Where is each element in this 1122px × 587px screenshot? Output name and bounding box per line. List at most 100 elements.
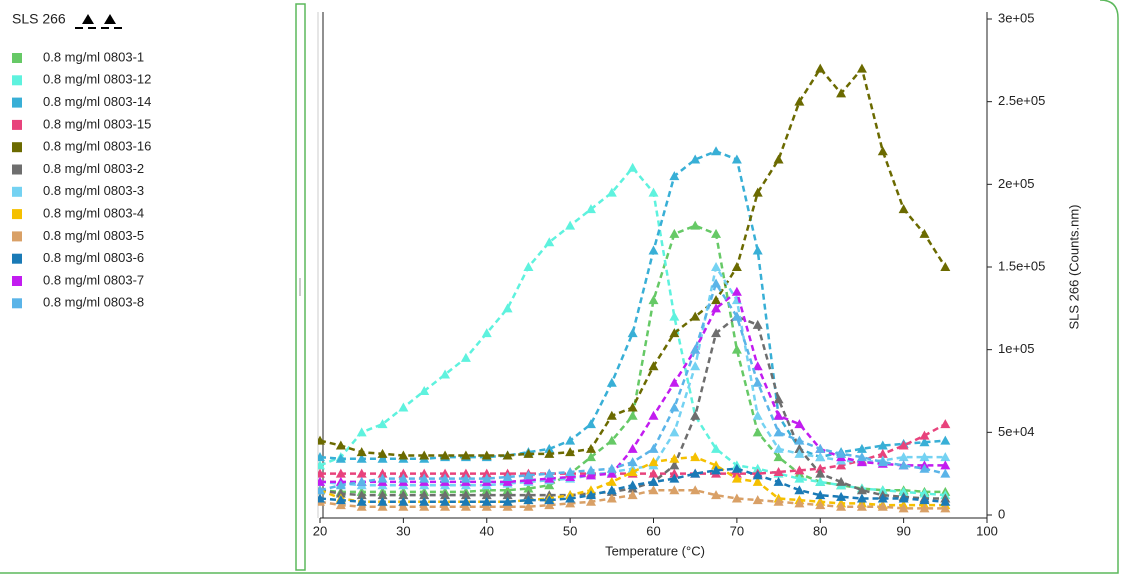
marker [752,377,763,387]
marker [398,450,409,460]
legend-label: 0.8 mg/ml 0803-2 [43,161,144,176]
marker [919,228,930,238]
y-tick-label: 5e+04 [998,424,1035,439]
marker [669,228,680,238]
marker [669,171,680,181]
x-axis-label: Temperature (°C) [605,543,705,558]
marker [523,501,534,511]
marker [440,490,451,500]
marker [481,473,492,483]
marker [565,220,576,230]
marker [794,419,805,429]
legend-label: 0.8 mg/ml 0803-6 [43,250,144,265]
marker [669,468,680,478]
marker [606,435,617,445]
marker [898,493,909,503]
marker [523,483,534,493]
marker [711,262,722,271]
marker [731,473,742,483]
marker [711,295,722,305]
marker [690,311,701,321]
marker [335,488,346,498]
marker [669,485,680,495]
marker [919,463,930,473]
marker [648,410,659,420]
marker [669,453,680,463]
marker [752,245,763,255]
marker [481,485,492,495]
marker [502,485,513,495]
marker [585,490,596,500]
marker [585,485,596,495]
marker [356,427,367,437]
marker [544,495,555,505]
marker [440,473,451,483]
x-tick-label: 90 [896,523,910,538]
marker [648,457,659,467]
marker [585,419,596,429]
x-tick-label: 40 [480,523,494,538]
x-tick-label: 60 [646,523,660,538]
marker [815,452,826,462]
marker [335,500,346,510]
marker [523,490,534,500]
marker [752,470,763,480]
marker [544,237,555,247]
marker [669,402,680,412]
marker [377,468,388,478]
marker [940,460,951,470]
marker [940,419,951,429]
marker [460,496,471,506]
marker [648,476,659,486]
marker [898,503,909,513]
marker [669,311,680,321]
marker [318,460,325,470]
marker [731,262,742,271]
marker [335,440,346,450]
x-tick-label: 80 [813,523,827,538]
x-tick-label: 30 [396,523,410,538]
marker [773,452,784,462]
marker [627,443,638,453]
marker [398,501,409,511]
marker [856,501,867,511]
marker [481,501,492,511]
marker [318,435,325,445]
x-tick-label: 70 [730,523,744,538]
marker [648,361,659,371]
legend-label: 0.8 mg/ml 0803-3 [43,183,144,198]
marker [419,468,430,478]
legend-label: 0.8 mg/ml 0803-7 [43,272,144,287]
marker [731,468,742,478]
splitter[interactable] [295,3,306,571]
marker [731,344,742,354]
marker [377,419,388,429]
series [318,485,951,513]
marker [377,453,388,463]
marker [523,470,534,480]
marker [648,468,659,478]
marker [856,443,867,453]
legend-label: 0.8 mg/ml 0803-5 [43,228,144,243]
marker [481,468,492,478]
marker [377,448,388,458]
marker [544,448,555,458]
marker [565,498,576,508]
series [318,278,951,495]
legend-swatch [12,119,22,130]
marker [377,501,388,511]
marker [919,437,930,447]
marker [460,490,471,500]
y-tick-label: 1e+05 [998,341,1035,356]
marker [318,476,325,486]
marker [815,500,826,510]
marker [836,491,847,501]
y-tick-label: 3e+05 [998,10,1035,25]
marker [419,386,430,395]
marker [690,410,701,420]
marker [856,493,867,503]
marker [585,496,596,506]
marker [877,146,888,156]
marker [752,187,763,197]
